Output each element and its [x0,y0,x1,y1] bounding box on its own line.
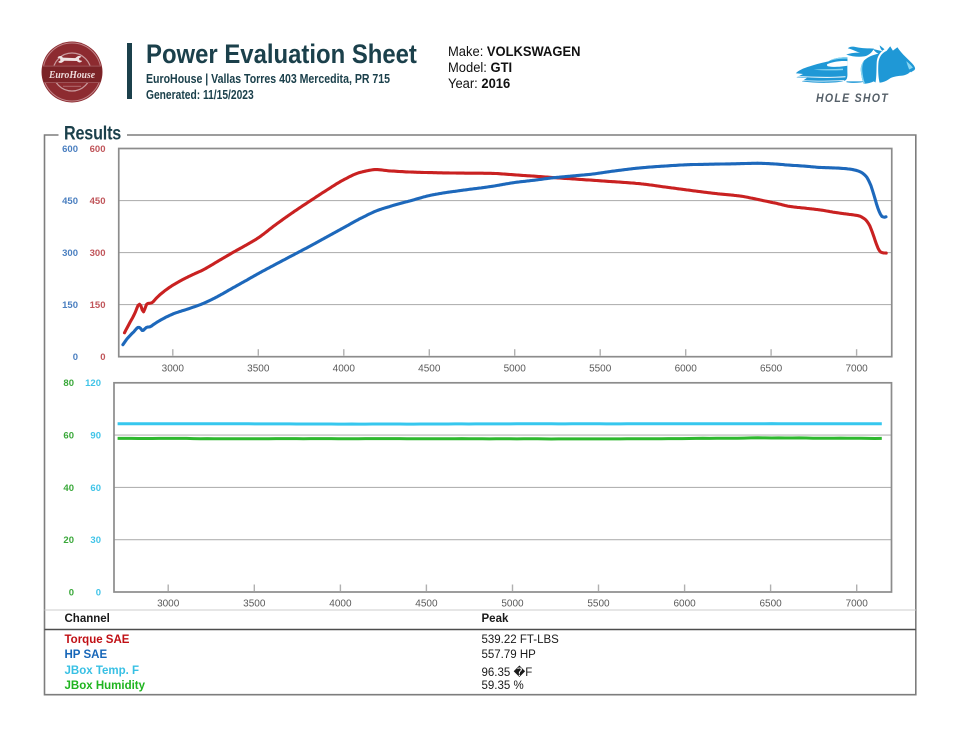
svg-text:150: 150 [62,300,78,311]
svg-text:60: 60 [63,431,74,442]
svg-text:150: 150 [90,300,106,311]
svg-text:90: 90 [90,431,101,442]
svg-text:0: 0 [69,587,74,598]
svg-text:600: 600 [62,144,78,155]
svg-text:450: 450 [90,196,106,207]
svg-text:3500: 3500 [247,364,270,375]
svg-text:3000: 3000 [157,599,180,610]
svg-text:0: 0 [100,352,105,363]
svg-text:300: 300 [62,248,78,259]
svg-text:5500: 5500 [587,599,610,610]
svg-text:40: 40 [63,483,74,494]
svg-text:Results: Results [64,122,121,144]
svg-text:4000: 4000 [333,364,356,375]
svg-text:0: 0 [73,352,78,363]
svg-text:120: 120 [85,378,101,389]
svg-text:6500: 6500 [759,599,782,610]
svg-text:HOLE SHOT: HOLE SHOT [816,93,889,105]
svg-text:300: 300 [90,248,106,259]
svg-text:3000: 3000 [162,364,185,375]
svg-text:20: 20 [63,535,74,546]
svg-text:6500: 6500 [760,364,783,375]
svg-text:5500: 5500 [589,364,612,375]
svg-text:4500: 4500 [415,599,438,610]
svg-text:450: 450 [62,196,78,207]
svg-text:EuroHouse: EuroHouse [48,69,95,81]
svg-text:30: 30 [90,535,101,546]
svg-text:5000: 5000 [504,364,527,375]
svg-text:5000: 5000 [501,599,524,610]
svg-text:3500: 3500 [243,599,266,610]
svg-text:6000: 6000 [673,599,696,610]
svg-text:6000: 6000 [675,364,698,375]
svg-text:80: 80 [63,378,74,389]
svg-text:7000: 7000 [846,599,869,610]
svg-text:600: 600 [90,144,106,155]
svg-text:60: 60 [90,483,101,494]
svg-text:0: 0 [96,587,101,598]
svg-text:4000: 4000 [329,599,352,610]
svg-text:4500: 4500 [418,364,441,375]
svg-text:7000: 7000 [845,364,868,375]
